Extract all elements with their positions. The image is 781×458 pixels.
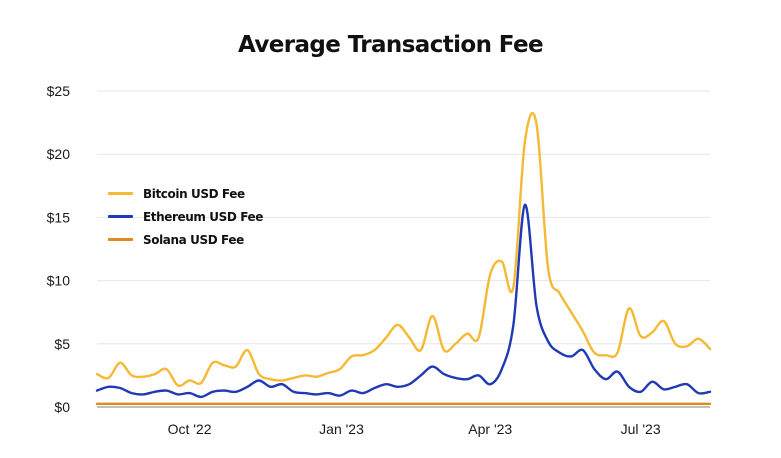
y-tick-label: $20	[47, 146, 71, 162]
legend-swatch-solana	[108, 238, 133, 241]
y-tick-label: $10	[47, 273, 71, 289]
x-tick-label: Apr '23	[468, 421, 512, 437]
legend-item-solana: Solana USD Fee	[108, 228, 263, 251]
y-tick-label: $5	[54, 336, 70, 352]
y-axis-ticks: $0 $5 $10 $15 $20 $25	[47, 83, 71, 415]
legend-item-ethereum: Ethereum USD Fee	[108, 205, 263, 228]
series-lines	[95, 111, 712, 406]
y-tick-label: $25	[47, 83, 71, 99]
x-tick-label: Jan '23	[319, 421, 364, 437]
chart-title: Average Transaction Fee	[238, 32, 544, 58]
y-tick-label: $15	[47, 209, 71, 225]
legend-label-solana: Solana USD Fee	[143, 232, 244, 247]
legend-label-bitcoin: Bitcoin USD Fee	[143, 186, 245, 201]
legend-item-bitcoin: Bitcoin USD Fee	[108, 182, 263, 205]
y-tick-label: $0	[54, 399, 70, 415]
legend-swatch-ethereum	[108, 215, 133, 218]
x-tick-label: Oct '22	[168, 421, 212, 437]
series-line-bitcoin	[95, 111, 712, 388]
legend-label-ethereum: Ethereum USD Fee	[143, 209, 264, 224]
x-axis-ticks: Oct '22 Jan '23 Apr '23 Jul '23	[168, 421, 661, 437]
series-line-ethereum	[95, 203, 712, 399]
legend: Bitcoin USD Fee Ethereum USD Fee Solana …	[108, 182, 263, 251]
legend-swatch-bitcoin	[108, 192, 133, 195]
x-tick-label: Jul '23	[621, 421, 661, 437]
gridlines	[97, 90, 710, 408]
